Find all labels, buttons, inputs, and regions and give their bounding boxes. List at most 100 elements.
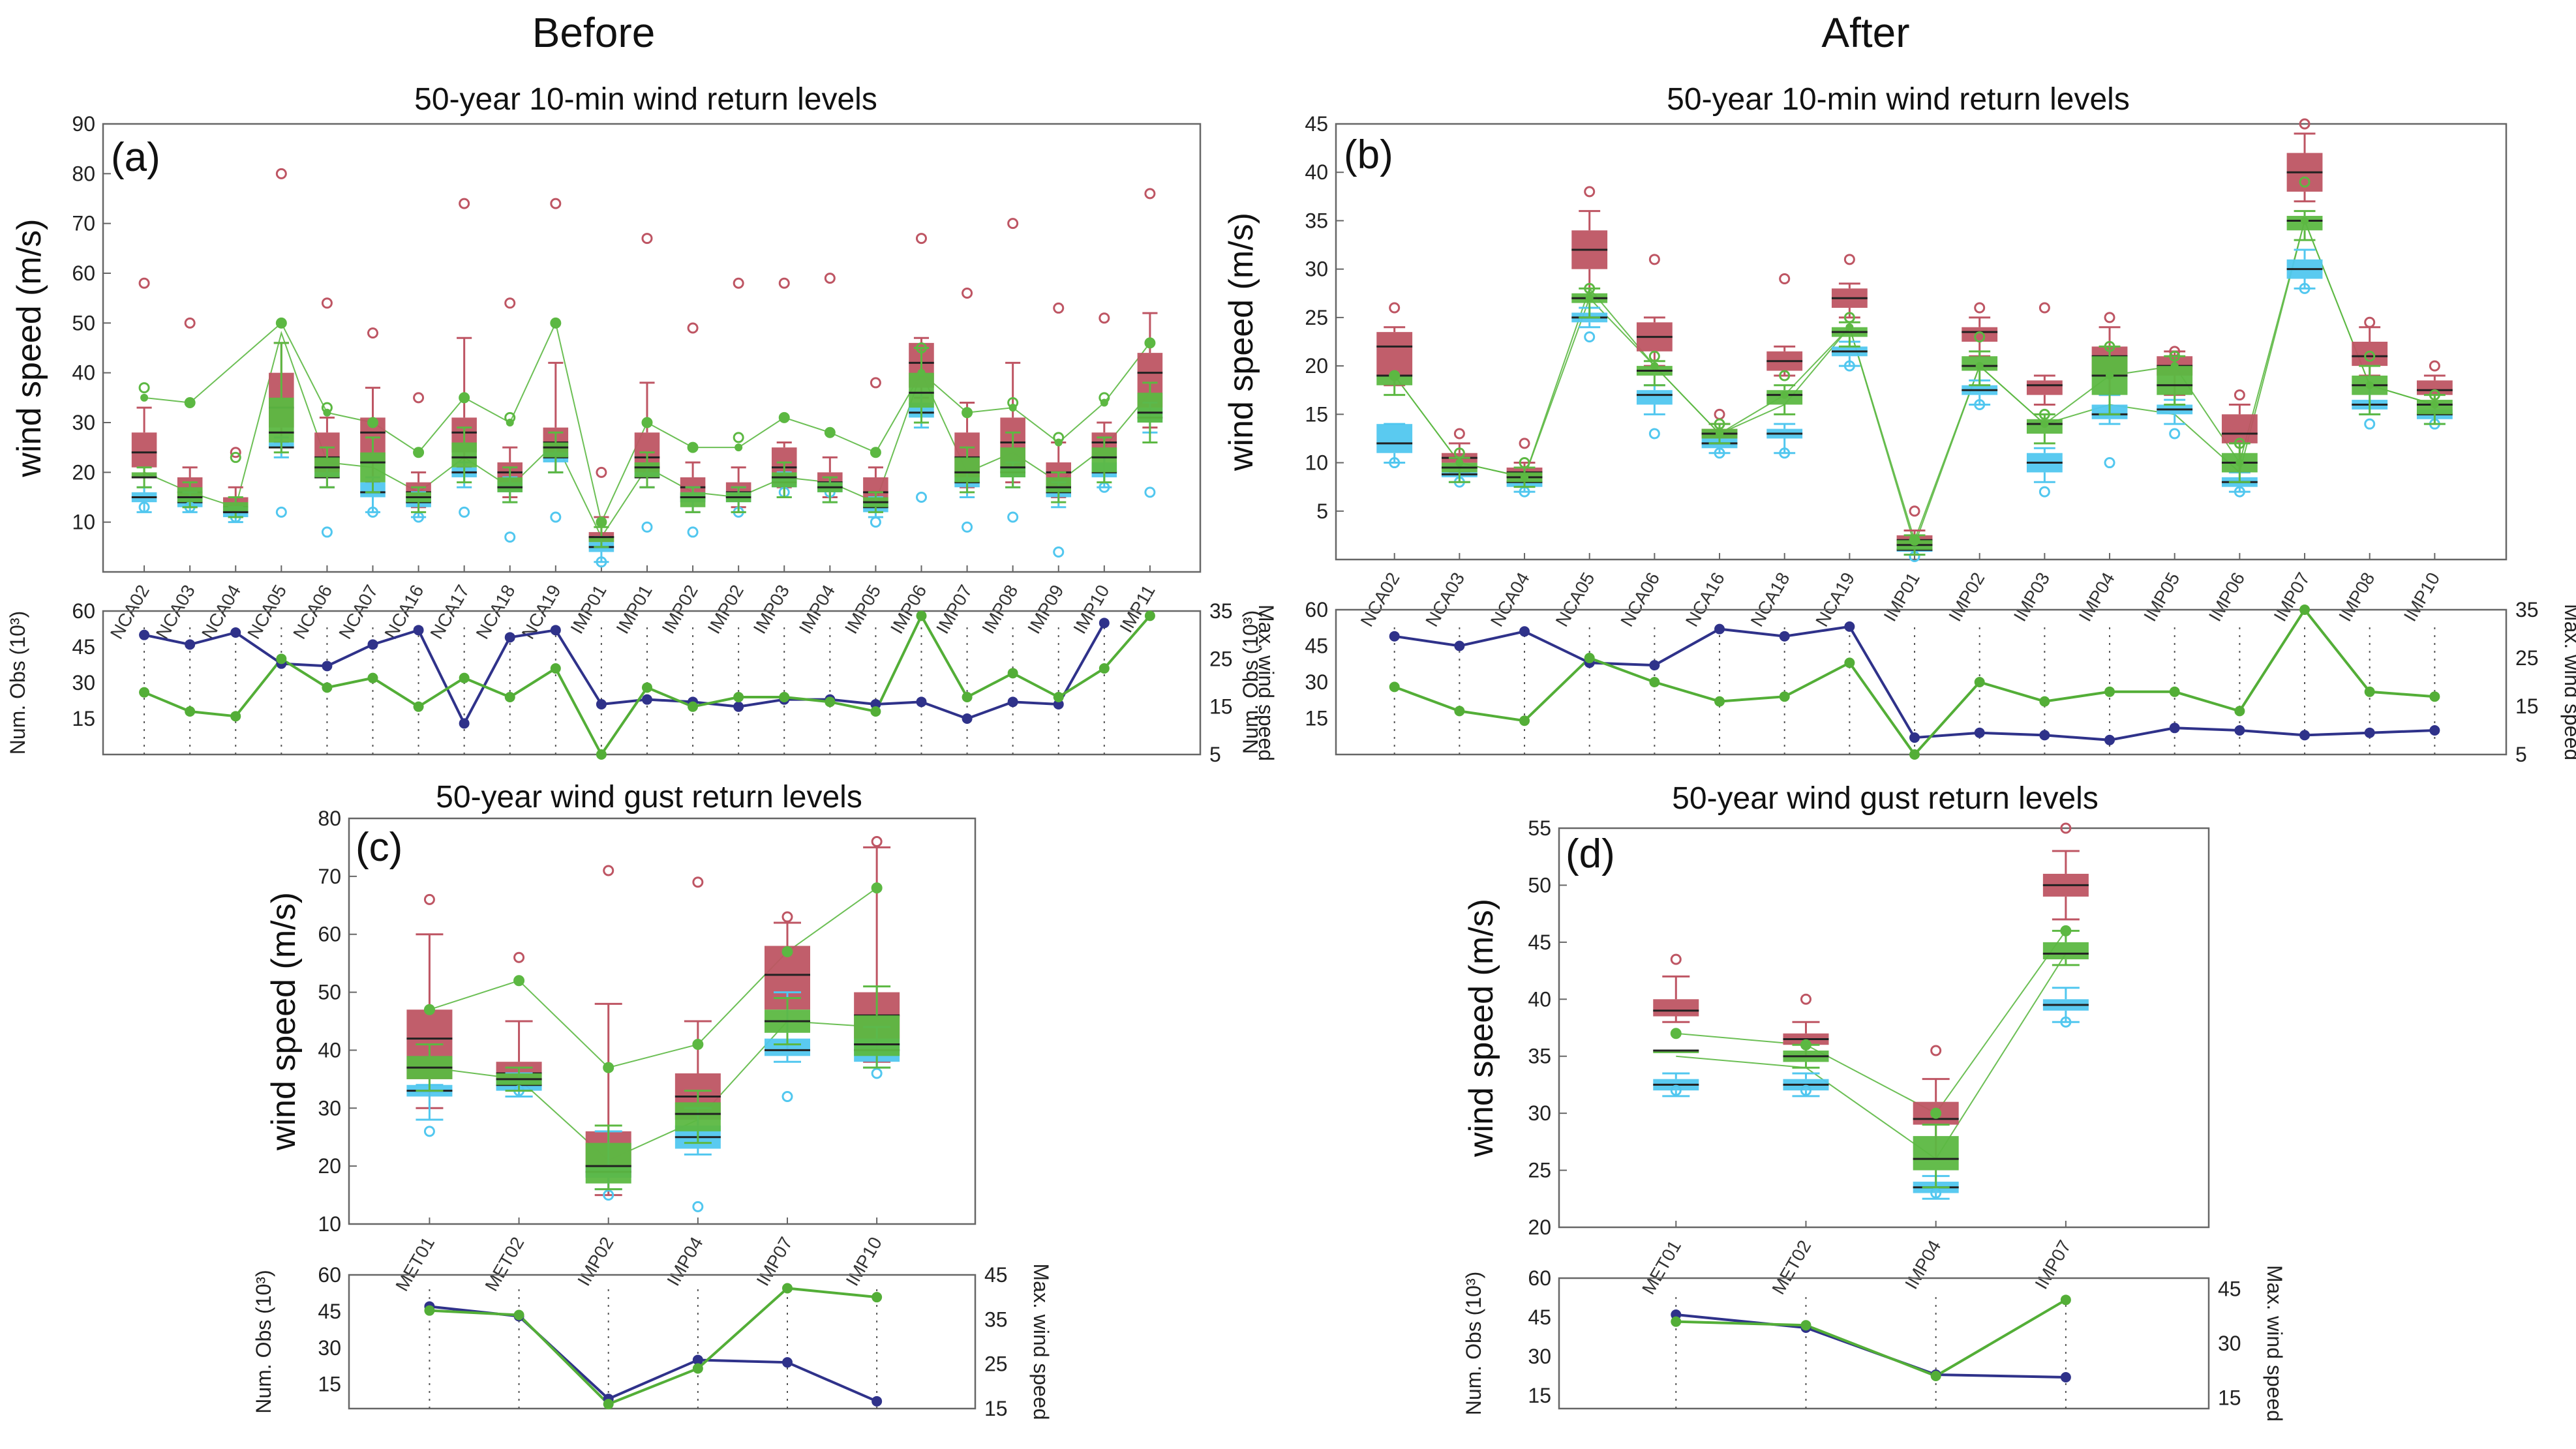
max-wind-point <box>783 948 791 956</box>
max-wind-obs-point <box>1519 715 1530 726</box>
outlier-point <box>692 876 704 888</box>
max-wind-point <box>1845 323 1854 331</box>
obs-right-tick: 35 <box>2515 598 2539 621</box>
max-wind-point <box>2365 381 2374 389</box>
y-tick-label: 10 <box>72 511 95 534</box>
max-wind-point <box>1390 371 1399 380</box>
outlier-point <box>1648 428 1660 440</box>
max-wind-point <box>2106 371 2114 380</box>
outlier-point <box>1453 428 1465 440</box>
red-box-5 <box>1636 254 1673 367</box>
obs-left-tick: 60 <box>1528 1266 1551 1290</box>
y-tick-label: 15 <box>1305 402 1328 426</box>
outlier-point <box>781 946 793 957</box>
obs-left-tick: 45 <box>318 1300 341 1323</box>
outlier-point <box>2364 350 2376 362</box>
outlier-point <box>1389 302 1401 314</box>
outlier-point <box>321 526 333 538</box>
max-wind-point <box>1145 338 1154 347</box>
y-tick-label: 60 <box>318 923 341 946</box>
category-label: IMP07 <box>2031 1237 2074 1293</box>
outlier-point <box>596 466 607 478</box>
num-obs-point <box>2060 1372 2071 1382</box>
green-box-23 <box>1137 337 1163 444</box>
num-obs-point <box>2104 734 2115 745</box>
max-wind-point <box>917 368 926 377</box>
outlier-point <box>1714 418 1725 430</box>
outlier-point <box>275 317 287 329</box>
max-wind-obs-point <box>692 1363 703 1374</box>
obs-left-tick: 30 <box>318 1336 341 1360</box>
outlier-point <box>230 451 241 463</box>
obs-right-tick: 15 <box>1209 695 1233 719</box>
plot-frame <box>348 817 977 1225</box>
outlier-point <box>733 432 744 443</box>
iqr-box <box>954 457 980 483</box>
num-obs-point <box>139 629 150 640</box>
outlier-point <box>871 836 883 848</box>
plot-frame <box>102 123 1202 573</box>
max-wind-obs-point <box>185 706 196 717</box>
obs-left-label: Num. Obs (10³) <box>252 1270 275 1413</box>
category-label: IMP08 <box>2335 569 2378 625</box>
category-label: MET02 <box>1768 1237 1815 1298</box>
outlier-point <box>781 911 793 923</box>
green-box-15 <box>771 411 797 498</box>
obs-left-tick: 15 <box>72 707 95 730</box>
y-tick-label: 20 <box>1528 1216 1551 1239</box>
outlier-point <box>1144 337 1156 349</box>
category-label: IMP01 <box>1880 569 1924 625</box>
max-wind-point <box>425 1006 434 1014</box>
category-label: NCA06 <box>1616 569 1663 631</box>
max-wind-point <box>693 1040 702 1049</box>
outlier-point <box>367 327 378 339</box>
outlier-point <box>1584 282 1596 294</box>
iqr-box <box>543 442 569 458</box>
outlier-point <box>275 506 287 518</box>
y-tick-label: 30 <box>1528 1101 1551 1125</box>
outlier-point <box>1144 188 1156 200</box>
max-wind-line <box>1393 218 2435 543</box>
panel-label: (c) <box>356 825 402 870</box>
outlier-point <box>870 377 881 389</box>
red-box-4 <box>1571 186 1608 299</box>
outlier-point <box>1584 186 1596 198</box>
green-box-10 <box>543 317 569 473</box>
iqr-box <box>222 502 249 513</box>
obs-frame <box>348 1274 977 1410</box>
max-wind-obs-point <box>413 701 424 712</box>
num-obs-point <box>1714 623 1725 635</box>
y-tick-label: 10 <box>318 1212 341 1236</box>
obs-left-tick: 45 <box>72 635 95 659</box>
green-box-8 <box>451 392 477 484</box>
obs-right-tick: 25 <box>1209 647 1233 670</box>
outlier-point <box>1648 254 1660 265</box>
outlier-point <box>1007 218 1019 230</box>
num-obs-line <box>144 622 1106 726</box>
category-label: NCA06 <box>289 582 336 643</box>
outlier-point <box>1974 302 1986 314</box>
max-wind-point <box>414 448 423 456</box>
outlier-point <box>2038 302 2050 314</box>
outlier-point <box>778 411 790 423</box>
green-box-2 <box>1783 1039 1829 1069</box>
max-wind-obs-point <box>1454 706 1465 717</box>
outlier-point <box>2169 428 2181 440</box>
obs-right-tick: 30 <box>2218 1332 2241 1355</box>
max-wind-point <box>643 419 651 426</box>
red-box-17 <box>863 377 888 509</box>
max-wind-obs-point <box>550 663 561 674</box>
iqr-box <box>177 487 203 503</box>
max-wind-obs-point <box>322 682 333 693</box>
chart-title: 50-year wind gust return levels <box>436 780 862 814</box>
max-wind-obs-point <box>513 1309 524 1321</box>
outlier-point <box>641 521 653 533</box>
max-wind-point <box>140 393 149 402</box>
max-wind-obs-point <box>603 1399 614 1410</box>
num-obs-point <box>459 718 470 729</box>
outlier-point <box>138 382 150 394</box>
num-obs-point <box>962 713 973 724</box>
category-label: IMP09 <box>1023 582 1067 638</box>
y-axis-label: wind speed (m/s) <box>1222 213 1260 471</box>
